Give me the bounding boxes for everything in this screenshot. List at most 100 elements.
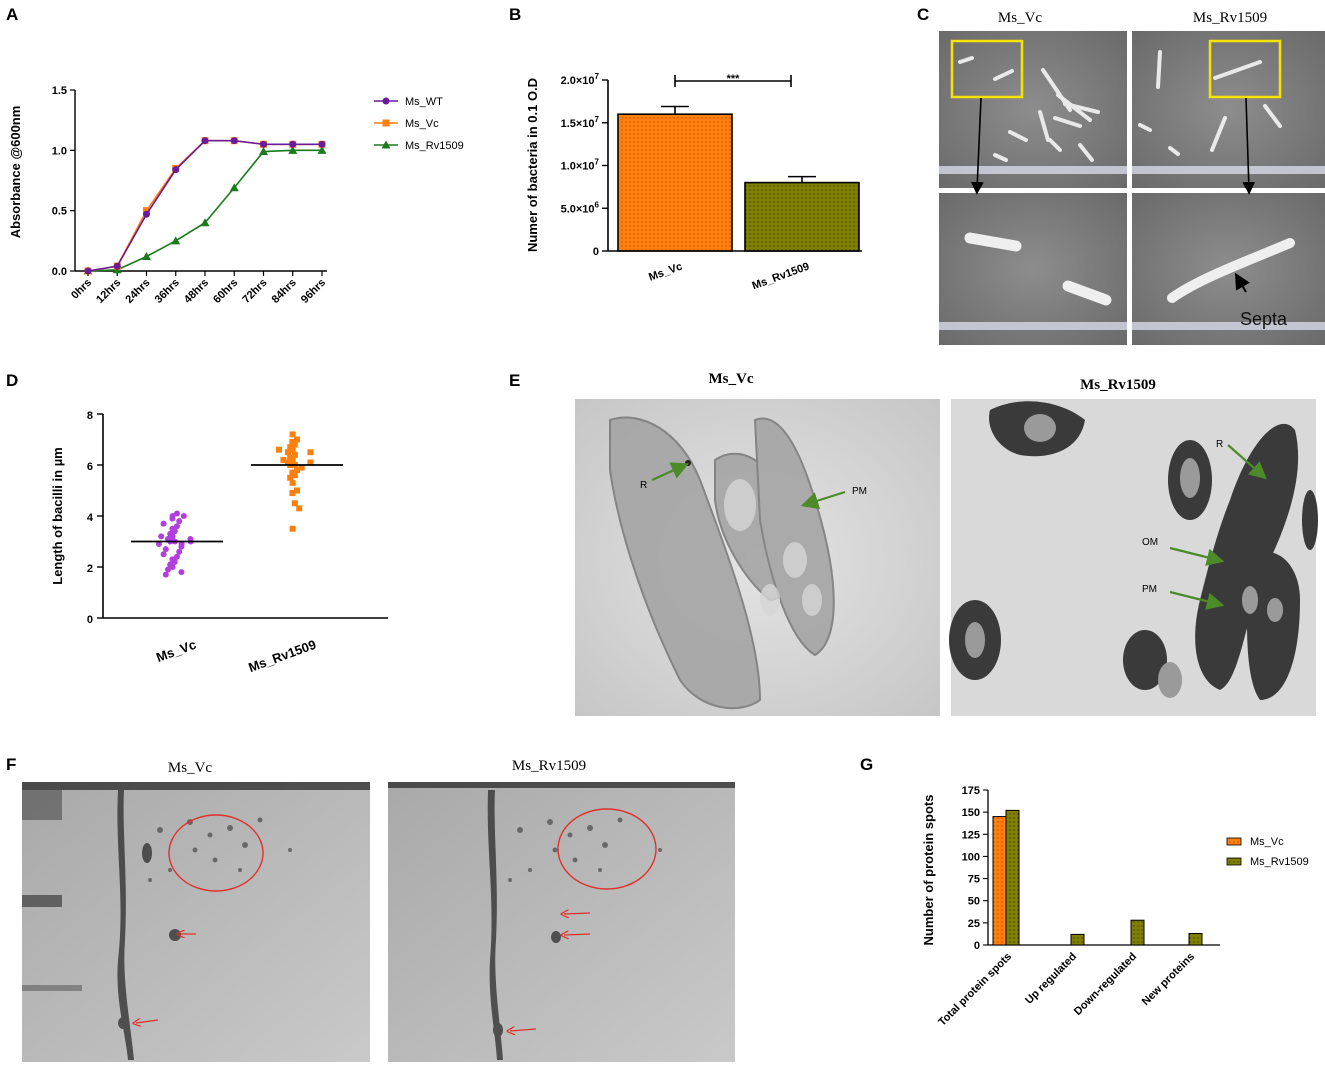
chart-g-legend-swatch xyxy=(1226,837,1242,846)
chart-g-ytick-label: 25 xyxy=(968,918,980,930)
chart-d-point-ms-rv1509 xyxy=(294,467,300,474)
chart-a-point xyxy=(113,262,121,270)
chart-d-point-ms-vc xyxy=(180,513,187,519)
chart-a-point xyxy=(143,210,150,218)
chart-g-ytick-label: 175 xyxy=(962,785,980,797)
tem-vc-label-pm: PM xyxy=(852,486,867,497)
chart-d-point-ms-rv1509 xyxy=(276,446,282,453)
chart-a-point xyxy=(201,137,209,145)
chart-a-point xyxy=(172,166,180,174)
chart-d-point-ms-rv1509 xyxy=(289,479,296,486)
chart-a-xtick-label: 0hrs xyxy=(69,277,94,302)
septa-label: Septa xyxy=(1240,309,1288,329)
chart-d-point-ms-rv1509 xyxy=(291,500,298,507)
chart-a-xtick-label: 84hrs xyxy=(270,277,299,306)
gel-vc-image xyxy=(22,782,370,1062)
bacteria-count-bar-chart: Numer of bacteria in 0.1 O.D *** 0 5.0×10… xyxy=(525,72,862,292)
chart-b-ytick-label: 0 xyxy=(593,246,599,258)
chart-g-bar-ms-rv1509 xyxy=(1188,932,1203,946)
chart-a-xtick-label: 36hrs xyxy=(153,277,182,306)
chart-d-point-ms-rv1509 xyxy=(285,449,291,456)
chart-g-ytick-label: 125 xyxy=(962,829,980,841)
protein-spots-bar-chart: Number of protein spots 0 25 50 75 100 125 150… xyxy=(921,785,1309,1029)
chart-a-point xyxy=(318,140,326,148)
chart-d-point-ms-vc xyxy=(176,548,183,555)
chart-g-ylabel: Number of protein spots xyxy=(921,795,936,946)
chart-d-point-ms-rv1509 xyxy=(289,525,296,532)
chart-d-point-ms-vc xyxy=(174,523,180,530)
chart-d-point-ms-vc xyxy=(160,520,167,527)
chart-a-legend-label: Ms_Rv1509 xyxy=(405,140,464,152)
chart-g-xtick-label: Total protein spots xyxy=(936,951,1014,1029)
significance-stars: *** xyxy=(727,73,741,85)
chart-d-point-ms-vc xyxy=(156,541,162,548)
panel-letter-a: A xyxy=(6,5,18,24)
chart-d-point-ms-rv1509 xyxy=(289,490,296,497)
chart-a-point xyxy=(229,183,239,192)
gel-rv-image xyxy=(388,782,735,1062)
chart-g-xtick-label: New proteins xyxy=(1140,951,1197,1008)
chart-g-ytick-label: 50 xyxy=(968,896,980,908)
tem-rv-label-r: R xyxy=(1216,439,1223,450)
chart-a-point xyxy=(142,252,151,261)
chart-d-point-ms-vc xyxy=(158,533,165,540)
gel-right-title: Ms_Rv1509 xyxy=(512,758,586,774)
chart-d-point-ms-rv1509 xyxy=(291,472,298,479)
chart-a-ytick-label: 0.0 xyxy=(52,266,67,278)
chart-a-ylabel: Absorbance @600nm xyxy=(8,106,23,239)
chart-d-point-ms-vc xyxy=(162,546,169,553)
chart-g-ytick-label: 75 xyxy=(968,874,980,886)
chart-a-point xyxy=(289,140,297,148)
chart-a-point xyxy=(260,140,267,148)
chart-g-legend-label: Ms_Vc xyxy=(1250,836,1284,848)
panel-letter-f: F xyxy=(6,755,16,774)
tem-rv-label-om: OM xyxy=(1142,537,1158,548)
growth-curve-chart: Absorbance @600nm 0.0 0.5 1.0 1.5 0hrs 12hrs 2… xyxy=(8,85,464,306)
chart-d-point-ms-rv1509 xyxy=(289,456,296,463)
chart-a-line-ms-wt xyxy=(87,139,322,272)
chart-d-point-ms-vc xyxy=(171,528,178,535)
chart-d-point-ms-vc xyxy=(169,564,176,570)
chart-d-point-ms-vc xyxy=(178,543,185,550)
chart-g-xtick-label: Up regulated xyxy=(1023,951,1079,1007)
chart-b-ytick-label: 1.5×107 xyxy=(561,115,600,130)
chart-a-legend-label: Ms_WT xyxy=(405,96,443,108)
chart-g-ytick-label: 150 xyxy=(962,807,980,819)
panel-letter-d: D xyxy=(6,371,18,390)
septa-arrow xyxy=(1235,272,1250,293)
chart-d-point-ms-rv1509 xyxy=(296,505,303,512)
chart-d-point-ms-vc xyxy=(176,518,183,525)
chart-b-xtick-label: Ms_Vc xyxy=(647,261,684,284)
chart-d-ytick-label: 6 xyxy=(87,461,93,473)
chart-a-xtick-label: 24hrs xyxy=(123,277,152,306)
chart-d-point-ms-rv1509 xyxy=(294,436,300,443)
chart-a-xtick-label: 96hrs xyxy=(299,277,328,306)
chart-d-point-ms-vc xyxy=(171,558,178,565)
chart-a-point xyxy=(143,207,150,215)
chart-a-point xyxy=(288,145,298,154)
chart-d-point-ms-vc xyxy=(162,571,169,578)
chart-d-point-ms-rv1509 xyxy=(289,446,296,453)
chart-a-point xyxy=(230,137,238,145)
chart-a-legend-marker xyxy=(382,97,390,105)
chart-a-xtick-label: 60hrs xyxy=(211,277,240,306)
gel-image-panel: Ms_Vc Ms_Rv1509 xyxy=(22,758,735,1062)
chart-a-legend-marker xyxy=(382,119,390,127)
chart-a-ytick-label: 1.0 xyxy=(52,145,67,157)
chart-a-ytick-label: 1.5 xyxy=(52,85,67,97)
chart-g-bar-ms-vc xyxy=(992,816,1007,946)
chart-a-xtick-label: 48hrs xyxy=(182,277,211,306)
sem-vc-overview xyxy=(939,31,1127,188)
chart-d-point-ms-rv1509 xyxy=(307,459,314,466)
chart-b-ylabel: Numer of bacteria in 0.1 O.D xyxy=(525,78,540,252)
chart-g-bar-ms-rv1509 xyxy=(1070,933,1085,946)
chart-a-point xyxy=(259,147,268,156)
tem-left-title: Ms_Vc xyxy=(709,371,754,387)
chart-d-point-ms-rv1509 xyxy=(289,431,296,438)
chart-b-xtick-label: Ms_Rv1509 xyxy=(751,261,811,293)
tem-right-title: Ms_Rv1509 xyxy=(1080,377,1156,393)
chart-d-point-ms-rv1509 xyxy=(280,456,287,463)
bacilli-length-scatter: Length of bacilli in µm 0 2 4 6 8 Ms_Vc Ms_Rv1… xyxy=(50,410,388,675)
chart-g-legend-swatch xyxy=(1226,857,1242,866)
tem-image-panel: Ms_Vc Ms_Rv1509 R PM xyxy=(575,371,1318,716)
